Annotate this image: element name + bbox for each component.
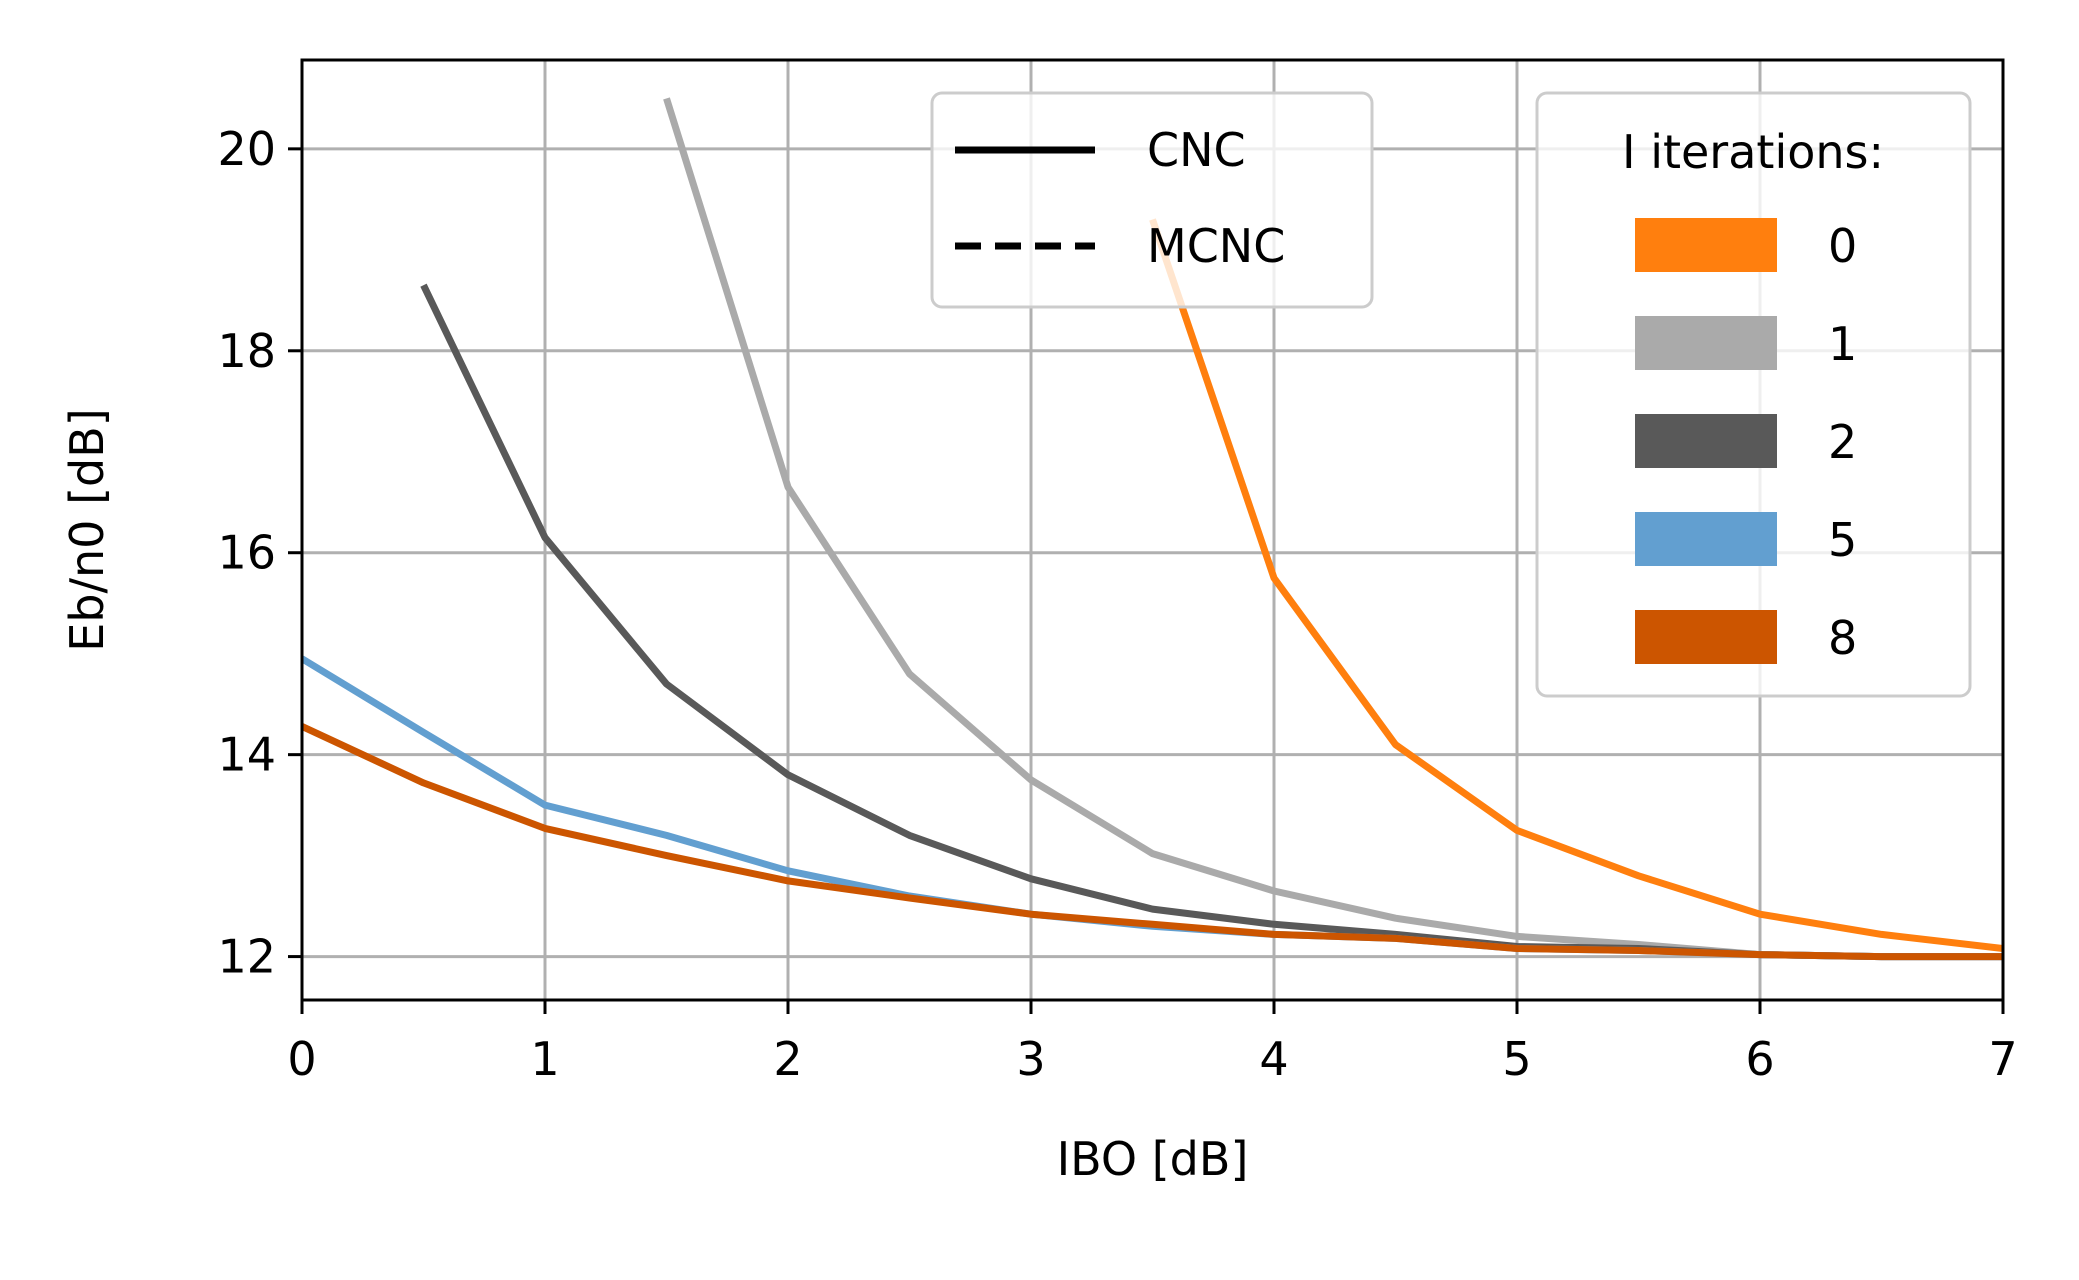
legend-iterations-label: 5 [1828,513,1857,567]
legend-linestyle: CNC MCNC [930,91,1374,309]
legend-iterations-label: 1 [1828,317,1857,371]
legend-iterations-title: I iterations: [1622,125,1884,179]
x-tick-label: 2 [773,1032,802,1086]
legend-iterations-frame [1535,91,1972,698]
series-layer [302,97,2003,961]
y-tick-label: 20 [217,122,276,176]
legend-iterations-swatch [1635,316,1777,370]
legend-iterations-swatch [1635,512,1777,566]
x-tick-label: 6 [1745,1032,1774,1086]
legend-linestyle-label: MCNC [1147,219,1285,273]
y-tick-label: 14 [217,728,276,782]
x-tick-label: 5 [1502,1032,1531,1086]
legend-iterations-label: 2 [1828,415,1857,469]
legend-iterations-swatch [1635,218,1777,272]
legend-iterations-label: 0 [1828,219,1857,273]
legend-linestyle-label: CNC [1147,123,1246,177]
y-tick-label: 16 [217,526,276,580]
x-tick-label: 3 [1016,1032,1045,1086]
x-tick-label: 7 [1988,1032,2017,1086]
plot-frame [300,58,2005,1002]
x-tick-label: 1 [530,1032,559,1086]
x-tick-label: 4 [1259,1032,1288,1086]
series-line-8 [302,723,2003,961]
x-axis-label: IBO [dB] [1057,1132,1249,1186]
legend-iterations: I iterations: 0 1 2 5 8 [1535,91,1972,698]
legend-iterations-label: 8 [1828,611,1857,665]
y-tick-label: 18 [217,324,276,378]
legend-iterations-swatch [1635,414,1777,468]
x-tick-label: 0 [287,1032,316,1086]
y-tick-label: 12 [217,930,276,984]
series-line-0 [1149,218,2003,952]
legend-iterations-swatch [1635,610,1777,664]
y-axis-label: Eb/n0 [dB] [60,408,114,651]
